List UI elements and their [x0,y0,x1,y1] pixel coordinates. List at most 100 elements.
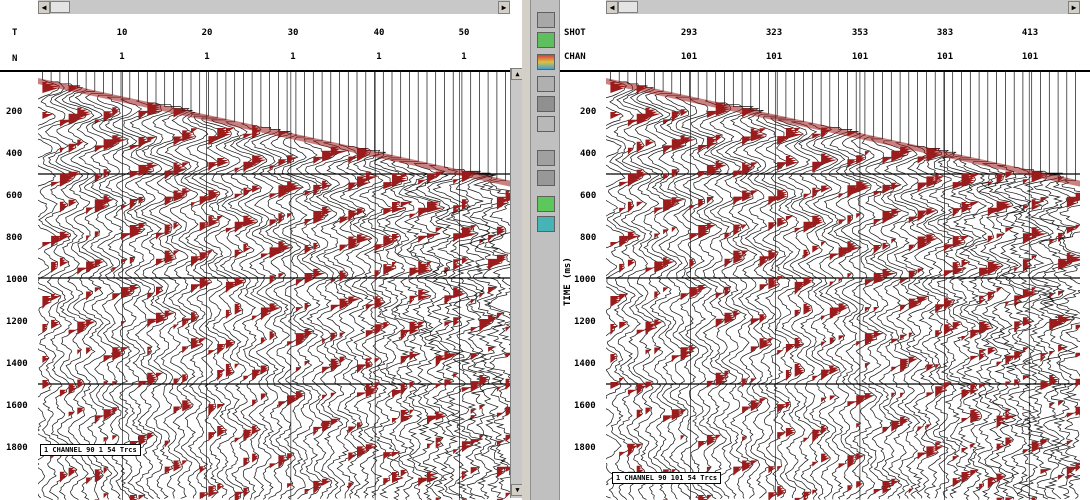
first-break-band [38,78,510,187]
header-row1-label: 383 [936,28,954,38]
trace-fill [917,156,931,460]
seismic-trace [958,70,995,500]
trace-fill [129,145,145,500]
header-row1-label: 30 [287,28,299,38]
seismic-trace [893,70,929,499]
seismic-trace [917,70,953,499]
header-label-chan: CHAN [564,52,586,62]
seismic-trace [129,70,163,500]
seismic-trace [841,70,872,500]
seismic-trace [399,70,438,500]
seismic-trace [690,70,723,500]
left-vertical-scrollbar[interactable]: ▲ ▼ [510,68,522,498]
trace-fill [234,167,249,500]
y-tick-label: 1800 [6,443,28,453]
seismic-trace [38,70,60,499]
scroll-thumb[interactable] [50,1,70,13]
seismic-trace [743,70,777,499]
seismic-trace [156,70,190,499]
seismic-trace [359,70,391,499]
seismic-trace [329,70,368,499]
trace-fill [970,173,983,477]
trace-fill [812,133,830,495]
cyan-apply-icon[interactable] [537,216,555,232]
seismic-trace [673,70,705,500]
trace-fill [952,182,970,488]
left-seismic-panel: ◀ ▶ T N 10 20 30 40 50 1 1 1 1 1 200 400… [0,0,522,500]
density-display-icon[interactable] [537,96,555,112]
seismic-trace [732,70,767,499]
seismic-trace [97,70,129,500]
trace-fill [252,125,267,463]
trace-fill [173,108,189,472]
scroll-right-arrow-icon[interactable]: ▶ [1068,1,1080,14]
scroll-down-arrow-icon[interactable]: ▼ [511,484,522,496]
trace-fill [1031,171,1049,500]
trace-fill [147,102,162,440]
zoom-icon[interactable] [537,150,555,166]
trace-fill [794,127,807,500]
seismic-trace [295,70,329,500]
filter-icon[interactable] [537,170,555,186]
trace-fill [961,174,976,483]
y-tick-label: 1400 [574,359,596,369]
spectrum-icon[interactable] [537,116,555,132]
scroll-up-arrow-icon[interactable]: ▲ [511,68,522,80]
seismic-trace [191,70,226,499]
header-row2-label: 101 [851,52,869,62]
trace-fill [689,205,702,353]
seismic-trace [994,70,1032,500]
seismic-trace [322,70,359,499]
select-tool-icon[interactable] [537,12,555,28]
green-run-icon[interactable] [537,196,555,212]
seismic-trace [978,70,1014,500]
right-horizontal-scrollbar[interactable]: ◀ ▶ [606,0,1080,15]
scroll-left-arrow-icon[interactable]: ◀ [38,1,50,14]
header-row1-label: 50 [458,28,470,38]
left-horizontal-scrollbar[interactable]: ◀ ▶ [38,0,510,15]
seismic-trace [219,70,252,500]
y-tick-label: 1000 [574,275,596,285]
header-row2-label: 101 [936,52,954,62]
seismic-trace [716,70,754,499]
trace-fill [461,171,481,500]
scroll-right-arrow-icon[interactable]: ▶ [498,1,510,14]
trace-fill [392,174,408,483]
seismic-trace [445,70,481,500]
trace-fill [269,165,285,469]
y-tick-label: 800 [580,233,597,243]
trace-fill [838,193,853,469]
trace-fill [217,128,232,491]
trace-fill [645,107,662,415]
trace-fill [891,150,909,486]
seismic-trace [112,70,146,500]
seismic-trace [140,70,173,499]
green-tool-icon[interactable] [537,32,555,48]
trace-fill [208,136,225,498]
seismic-trace [969,70,1008,500]
seismic-trace-display[interactable] [606,70,1080,500]
trace-fill [427,173,445,500]
y-tick-label: 1200 [574,317,596,327]
seismic-trace-display[interactable] [38,70,510,500]
seismic-trace [849,70,883,500]
wiggle-display-icon[interactable] [537,76,555,92]
header-label-shot: SHOT [564,28,586,38]
trace-fill [418,179,437,487]
left-trace-header: T N 10 20 30 40 50 1 1 1 1 1 [0,14,522,72]
trace-fill [400,173,413,477]
trace-fill [488,234,504,352]
seismic-trace [367,70,401,499]
y-tick-label: 600 [6,191,23,201]
trace-fill [1049,239,1066,408]
trace-fill [1022,179,1039,455]
seismic-trace [69,70,103,500]
trace-fill [785,128,804,437]
color-palette-icon[interactable] [537,54,555,70]
vertical-toolbar [530,0,560,500]
seismic-trace [1058,70,1080,499]
seismic-trace [281,70,311,500]
seismic-trace [681,70,713,500]
scroll-left-arrow-icon[interactable]: ◀ [606,1,618,14]
scroll-thumb[interactable] [618,1,638,13]
